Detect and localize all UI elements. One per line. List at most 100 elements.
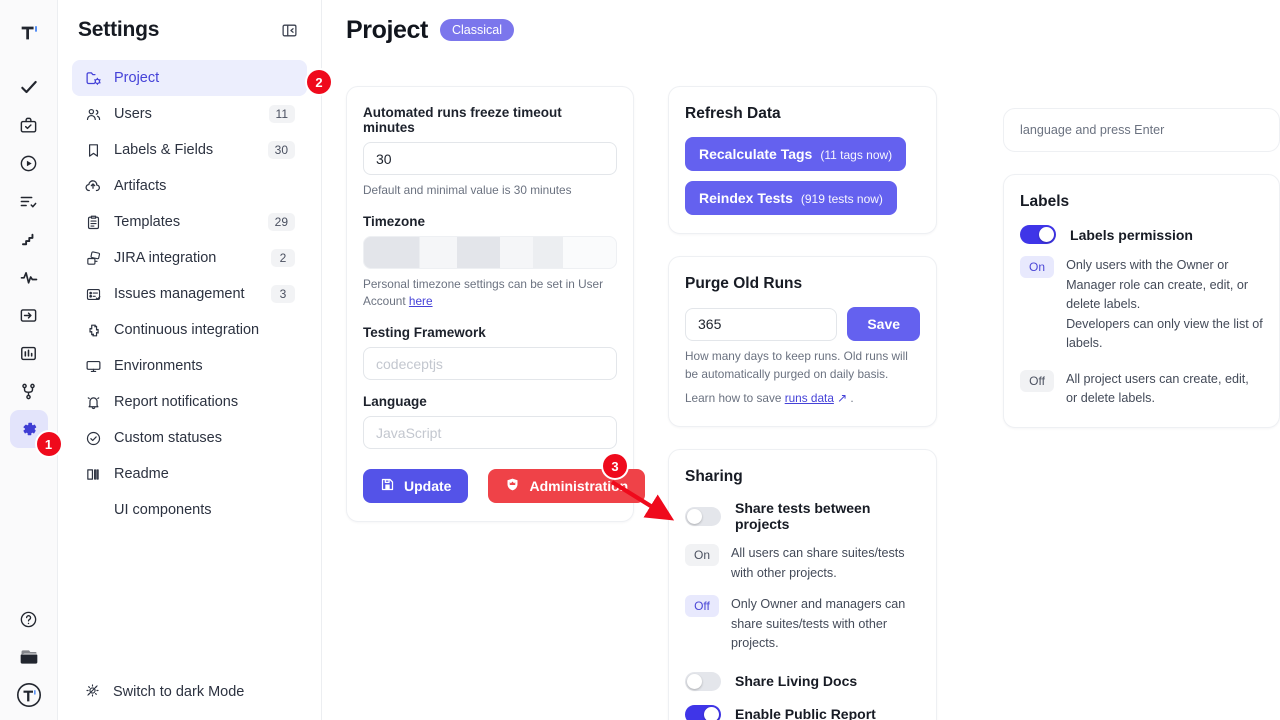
reindex-tests-button[interactable]: Reindex Tests (919 tests now) — [685, 181, 897, 215]
state-tag-off: Off — [1020, 369, 1055, 392]
enable-public-report-label: Enable Public Report — [735, 706, 876, 720]
marker-1: 1 — [36, 432, 61, 456]
framework-input[interactable]: codeceptjs — [363, 347, 617, 381]
book-icon — [84, 465, 102, 483]
sidebar-item-label: JIRA integration — [114, 250, 217, 266]
column-data-panels: Refresh Data Recalculate Tags (11 tags n… — [668, 86, 938, 720]
folder-icon[interactable] — [10, 638, 48, 676]
spacer — [363, 311, 617, 325]
avatar-icon[interactable] — [10, 676, 48, 714]
sidebar-item-label: Report notifications — [114, 394, 239, 410]
framework-label: Testing Framework — [363, 325, 486, 341]
project-type-badge: Classical — [439, 19, 514, 41]
purge-save-button[interactable]: Save — [847, 307, 921, 341]
briefcase-check-icon[interactable] — [10, 106, 48, 144]
reindex-tests-label: Reindex Tests — [699, 190, 793, 206]
share-living-docs-toggle[interactable] — [685, 671, 721, 691]
timeout-hint: Default and minimal value is 30 minutes — [363, 183, 572, 197]
brand-logo-icon[interactable] — [10, 14, 48, 52]
git-branch-icon[interactable] — [10, 372, 48, 410]
toggle-knob — [687, 508, 702, 524]
marker-3: 3 — [603, 454, 627, 478]
dark-mode-label: Switch to dark Mode — [113, 684, 245, 700]
share-tests-row: Share tests between projects — [685, 500, 920, 532]
sharing-state-off: Off Only Owner and managers can share su… — [685, 595, 920, 654]
sidebar-item-jira-integration[interactable]: JIRA integration 2 — [72, 240, 307, 276]
sidebar-item-labels-fields[interactable]: Labels & Fields 30 — [72, 132, 307, 168]
timezone-hint-link[interactable]: here — [408, 294, 433, 309]
column-project-form: Automated runs freeze timeout minutes 30… — [346, 86, 646, 523]
play-circle-icon[interactable] — [10, 144, 48, 182]
spacer — [363, 380, 617, 394]
check-circle-icon — [84, 429, 102, 447]
form-actions: Update Administration — [363, 469, 646, 504]
settings-columns: Automated runs freeze timeout minutes 30… — [322, 50, 1280, 720]
sun-moon-icon — [84, 682, 101, 703]
settings-sidebar: Settings Project 2 Users 11 — [58, 0, 331, 720]
marker-2: 2 — [307, 70, 331, 94]
gear-icon[interactable]: 1 — [9, 410, 61, 456]
sidebar-item-count: 2 — [271, 249, 295, 267]
refresh-data-title: Refresh Data — [685, 105, 781, 122]
purge-days-input[interactable]: 365 — [685, 307, 838, 341]
purge-learn-prefix: Learn how to save — [685, 391, 785, 406]
state-tag-on: On — [1020, 256, 1055, 278]
state-tag-off: Off — [685, 595, 719, 618]
enable-public-report-toggle[interactable] — [685, 704, 721, 720]
check-icon[interactable] — [10, 68, 48, 106]
sidebar-item-artifacts[interactable]: Artifacts — [72, 168, 307, 204]
sidebar-item-label: Environments — [114, 358, 203, 374]
page-title: Project — [346, 15, 428, 44]
toggle-knob — [687, 673, 702, 689]
panel-collapse-icon[interactable] — [277, 18, 301, 42]
labels-permission-toggle[interactable] — [1020, 225, 1057, 244]
users-icon — [84, 105, 102, 123]
sidebar-item-templates[interactable]: Templates 29 — [72, 204, 307, 240]
timezone-input-skeleton[interactable] — [363, 235, 617, 269]
purge-old-runs-card: Purge Old Runs 365 Save How many days to… — [668, 256, 938, 428]
update-button[interactable]: Update — [363, 469, 469, 504]
state-tag-on: On — [685, 544, 720, 567]
timezone-label: Timezone — [363, 213, 426, 229]
state-text-off: Only Owner and managers can share suites… — [731, 597, 906, 651]
timeout-label: Automated runs freeze timeout minutes — [363, 105, 562, 135]
partial-language-text: language and press Enter — [1020, 123, 1165, 137]
timezone-hint: Personal timezone settings can be set in… — [363, 276, 617, 311]
sidebar-item-issues-management[interactable]: Issues management 3 — [72, 276, 307, 312]
sharing-card: Sharing Share tests between projects On … — [668, 449, 938, 720]
sidebar-header: Settings — [72, 0, 307, 50]
sidebar-item-label: Users — [114, 106, 152, 122]
recalculate-tags-button[interactable]: Recalculate Tags (11 tags now) — [685, 137, 907, 171]
sidebar-item-custom-statuses[interactable]: Custom statuses — [72, 420, 307, 456]
refresh-data-card: Refresh Data Recalculate Tags (11 tags n… — [668, 86, 938, 234]
chart-bar-icon[interactable] — [10, 334, 48, 372]
import-icon[interactable] — [10, 296, 48, 334]
bell-icon — [84, 393, 102, 411]
pulse-icon[interactable] — [10, 258, 48, 296]
recalculate-tags-label: Recalculate Tags — [699, 146, 813, 162]
sidebar-item-count: 30 — [267, 141, 295, 159]
reindex-tests-count: (919 tests now) — [800, 192, 883, 206]
sidebar-item-label: Issues management — [114, 286, 245, 302]
sidebar-item-project[interactable]: Project 2 — [72, 60, 331, 96]
share-tests-toggle[interactable] — [685, 506, 721, 526]
list-check-icon[interactable] — [10, 182, 48, 220]
language-input[interactable]: JavaScript — [363, 416, 617, 450]
help-circle-icon[interactable] — [10, 600, 48, 638]
enable-public-report-row: Enable Public Report — [685, 704, 920, 720]
runs-data-link[interactable]: runs data — [784, 391, 834, 406]
timeout-input[interactable]: 30 — [363, 142, 617, 175]
sidebar-item-readme[interactable]: Readme — [72, 456, 307, 492]
stairs-icon[interactable] — [10, 220, 48, 258]
sidebar-item-count: 3 — [271, 285, 295, 303]
sidebar-title: Settings — [78, 18, 160, 41]
sidebar-item-continuous-integration[interactable]: Continuous integration — [72, 312, 307, 348]
sidebar-item-label: Project — [114, 70, 160, 86]
dark-mode-toggle[interactable]: Switch to dark Mode — [84, 676, 307, 708]
sidebar-item-users[interactable]: Users 11 — [72, 96, 307, 132]
sidebar-item-environments[interactable]: Environments — [72, 348, 307, 384]
project-form-card: Automated runs freeze timeout minutes 30… — [346, 86, 646, 523]
sidebar-item-report-notifications[interactable]: Report notifications — [72, 384, 307, 420]
sidebar-item-ui-components[interactable]: UI components — [72, 492, 307, 528]
